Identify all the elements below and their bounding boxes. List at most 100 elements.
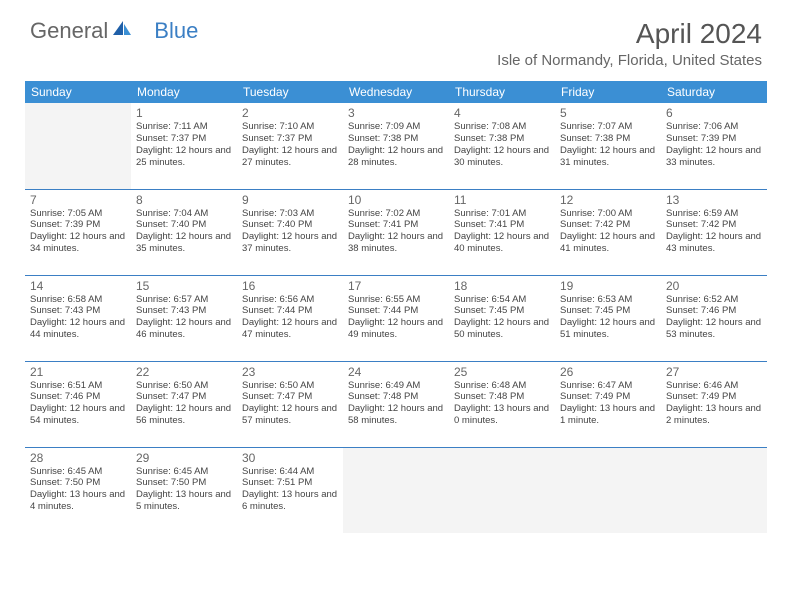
sunrise-line: Sunrise: 6:44 AM [242, 466, 338, 478]
sunrise-line: Sunrise: 7:06 AM [666, 121, 762, 133]
calendar-cell [25, 103, 131, 189]
calendar-cell: 13Sunrise: 6:59 AMSunset: 7:42 PMDayligh… [661, 189, 767, 275]
sunrise-line: Sunrise: 7:05 AM [30, 208, 126, 220]
calendar-cell: 14Sunrise: 6:58 AMSunset: 7:43 PMDayligh… [25, 275, 131, 361]
sunset-line: Sunset: 7:37 PM [136, 133, 232, 145]
sunset-line: Sunset: 7:43 PM [30, 305, 126, 317]
calendar-cell: 4Sunrise: 7:08 AMSunset: 7:38 PMDaylight… [449, 103, 555, 189]
day-header: Wednesday [343, 81, 449, 103]
sunrise-line: Sunrise: 6:57 AM [136, 294, 232, 306]
day-number: 25 [454, 365, 550, 379]
daylight-line: Daylight: 13 hours and 0 minutes. [454, 403, 550, 427]
daylight-line: Daylight: 12 hours and 30 minutes. [454, 145, 550, 169]
daylight-line: Daylight: 13 hours and 1 minute. [560, 403, 656, 427]
sunrise-line: Sunrise: 6:46 AM [666, 380, 762, 392]
daylight-line: Daylight: 12 hours and 50 minutes. [454, 317, 550, 341]
calendar-cell: 1Sunrise: 7:11 AMSunset: 7:37 PMDaylight… [131, 103, 237, 189]
calendar-cell: 26Sunrise: 6:47 AMSunset: 7:49 PMDayligh… [555, 361, 661, 447]
calendar-cell: 28Sunrise: 6:45 AMSunset: 7:50 PMDayligh… [25, 447, 131, 533]
location: Isle of Normandy, Florida, United States [497, 52, 762, 69]
sunrise-line: Sunrise: 7:02 AM [348, 208, 444, 220]
daylight-line: Daylight: 12 hours and 53 minutes. [666, 317, 762, 341]
daylight-line: Daylight: 12 hours and 35 minutes. [136, 231, 232, 255]
sunset-line: Sunset: 7:39 PM [30, 219, 126, 231]
calendar-row: 7Sunrise: 7:05 AMSunset: 7:39 PMDaylight… [25, 189, 767, 275]
sunrise-line: Sunrise: 6:45 AM [136, 466, 232, 478]
sunset-line: Sunset: 7:48 PM [454, 391, 550, 403]
sunrise-line: Sunrise: 7:03 AM [242, 208, 338, 220]
calendar-row: 1Sunrise: 7:11 AMSunset: 7:37 PMDaylight… [25, 103, 767, 189]
calendar-cell: 21Sunrise: 6:51 AMSunset: 7:46 PMDayligh… [25, 361, 131, 447]
sunrise-line: Sunrise: 7:04 AM [136, 208, 232, 220]
calendar-cell: 2Sunrise: 7:10 AMSunset: 7:37 PMDaylight… [237, 103, 343, 189]
logo: General Blue [30, 18, 198, 44]
calendar-cell: 3Sunrise: 7:09 AMSunset: 7:38 PMDaylight… [343, 103, 449, 189]
sunrise-line: Sunrise: 6:54 AM [454, 294, 550, 306]
calendar-row: 28Sunrise: 6:45 AMSunset: 7:50 PMDayligh… [25, 447, 767, 533]
day-number: 1 [136, 106, 232, 120]
day-number: 17 [348, 279, 444, 293]
title-block: April 2024 Isle of Normandy, Florida, Un… [497, 18, 762, 69]
calendar-cell: 30Sunrise: 6:44 AMSunset: 7:51 PMDayligh… [237, 447, 343, 533]
month-title: April 2024 [497, 18, 762, 50]
calendar-row: 14Sunrise: 6:58 AMSunset: 7:43 PMDayligh… [25, 275, 767, 361]
sunset-line: Sunset: 7:46 PM [30, 391, 126, 403]
day-header: Friday [555, 81, 661, 103]
daylight-line: Daylight: 12 hours and 28 minutes. [348, 145, 444, 169]
daylight-line: Daylight: 12 hours and 33 minutes. [666, 145, 762, 169]
sunrise-line: Sunrise: 7:09 AM [348, 121, 444, 133]
calendar-cell: 27Sunrise: 6:46 AMSunset: 7:49 PMDayligh… [661, 361, 767, 447]
sunset-line: Sunset: 7:42 PM [560, 219, 656, 231]
sunset-line: Sunset: 7:42 PM [666, 219, 762, 231]
sunset-line: Sunset: 7:50 PM [30, 477, 126, 489]
day-number: 14 [30, 279, 126, 293]
sunrise-line: Sunrise: 6:52 AM [666, 294, 762, 306]
sunset-line: Sunset: 7:40 PM [136, 219, 232, 231]
calendar-cell: 15Sunrise: 6:57 AMSunset: 7:43 PMDayligh… [131, 275, 237, 361]
day-header: Sunday [25, 81, 131, 103]
day-number: 30 [242, 451, 338, 465]
daylight-line: Daylight: 12 hours and 56 minutes. [136, 403, 232, 427]
sunset-line: Sunset: 7:37 PM [242, 133, 338, 145]
sunset-line: Sunset: 7:41 PM [454, 219, 550, 231]
calendar-cell: 18Sunrise: 6:54 AMSunset: 7:45 PMDayligh… [449, 275, 555, 361]
sunset-line: Sunset: 7:41 PM [348, 219, 444, 231]
daylight-line: Daylight: 12 hours and 41 minutes. [560, 231, 656, 255]
daylight-line: Daylight: 12 hours and 38 minutes. [348, 231, 444, 255]
sunrise-line: Sunrise: 6:53 AM [560, 294, 656, 306]
sunrise-line: Sunrise: 6:49 AM [348, 380, 444, 392]
sunset-line: Sunset: 7:47 PM [242, 391, 338, 403]
sunrise-line: Sunrise: 6:47 AM [560, 380, 656, 392]
sunrise-line: Sunrise: 6:45 AM [30, 466, 126, 478]
daylight-line: Daylight: 12 hours and 46 minutes. [136, 317, 232, 341]
day-number: 16 [242, 279, 338, 293]
day-number: 8 [136, 193, 232, 207]
sunset-line: Sunset: 7:38 PM [348, 133, 444, 145]
calendar-table: SundayMondayTuesdayWednesdayThursdayFrid… [25, 81, 767, 533]
daylight-line: Daylight: 13 hours and 4 minutes. [30, 489, 126, 513]
calendar-cell: 9Sunrise: 7:03 AMSunset: 7:40 PMDaylight… [237, 189, 343, 275]
day-header: Monday [131, 81, 237, 103]
sunset-line: Sunset: 7:50 PM [136, 477, 232, 489]
day-number: 18 [454, 279, 550, 293]
sunset-line: Sunset: 7:38 PM [560, 133, 656, 145]
calendar-header-row: SundayMondayTuesdayWednesdayThursdayFrid… [25, 81, 767, 103]
calendar-cell: 24Sunrise: 6:49 AMSunset: 7:48 PMDayligh… [343, 361, 449, 447]
day-number: 28 [30, 451, 126, 465]
sunrise-line: Sunrise: 6:50 AM [242, 380, 338, 392]
header: General Blue April 2024 Isle of Normandy… [0, 0, 792, 77]
calendar-cell [449, 447, 555, 533]
calendar-cell: 16Sunrise: 6:56 AMSunset: 7:44 PMDayligh… [237, 275, 343, 361]
day-number: 19 [560, 279, 656, 293]
sunset-line: Sunset: 7:49 PM [666, 391, 762, 403]
calendar-cell: 11Sunrise: 7:01 AMSunset: 7:41 PMDayligh… [449, 189, 555, 275]
day-number: 9 [242, 193, 338, 207]
calendar-cell: 6Sunrise: 7:06 AMSunset: 7:39 PMDaylight… [661, 103, 767, 189]
sunrise-line: Sunrise: 7:10 AM [242, 121, 338, 133]
logo-text-2: Blue [154, 18, 198, 44]
sunset-line: Sunset: 7:49 PM [560, 391, 656, 403]
day-number: 27 [666, 365, 762, 379]
sunrise-line: Sunrise: 6:56 AM [242, 294, 338, 306]
daylight-line: Daylight: 12 hours and 40 minutes. [454, 231, 550, 255]
calendar-cell: 19Sunrise: 6:53 AMSunset: 7:45 PMDayligh… [555, 275, 661, 361]
